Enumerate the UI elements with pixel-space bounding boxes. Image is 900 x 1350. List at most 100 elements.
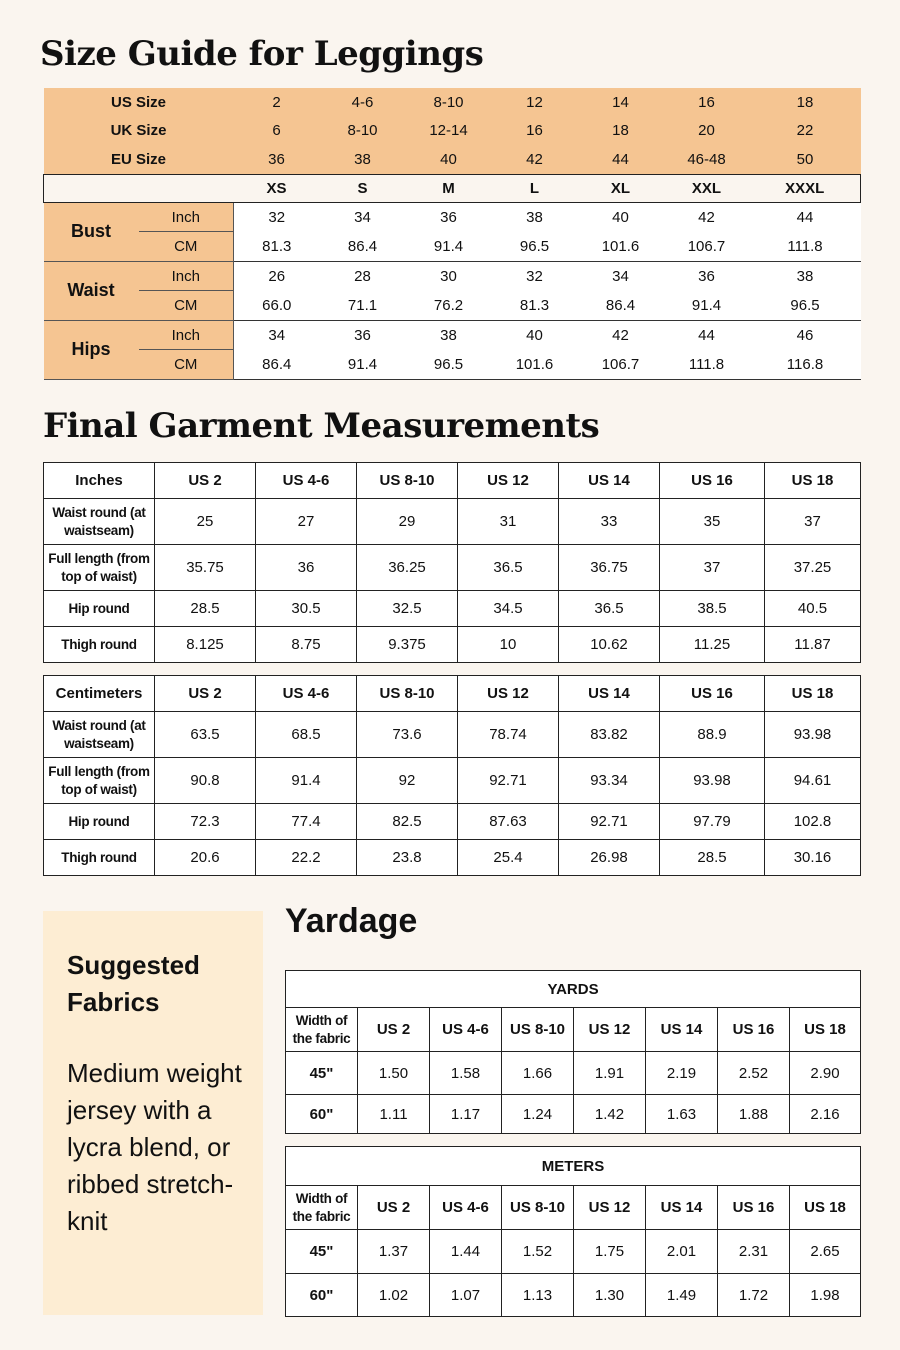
cell-value: 28.5 bbox=[659, 839, 765, 876]
column-header: US 2 bbox=[154, 462, 256, 499]
measurement-value: 38 bbox=[405, 320, 492, 350]
column-header: US 12 bbox=[457, 675, 559, 712]
cell-value: 9.375 bbox=[356, 626, 458, 663]
cell-value: 36.5 bbox=[457, 544, 559, 591]
table-row: Hip round 72.3 77.4 82.5 87.63 92.71 97.79 102.… bbox=[43, 803, 861, 840]
measurement-value: 76.2 bbox=[405, 290, 492, 321]
table-row: Full length (from top of waist) 35.75 36 36… bbox=[43, 544, 861, 591]
cell-value: 73.6 bbox=[356, 711, 458, 758]
size-value: 22 bbox=[749, 116, 861, 146]
letter-size: M bbox=[405, 173, 492, 203]
cell-value: 34.5 bbox=[457, 590, 559, 627]
size-value: 16 bbox=[491, 116, 578, 146]
measurement-value: 91.4 bbox=[319, 349, 406, 380]
column-header: US 8-10 bbox=[356, 462, 458, 499]
cell-value: 94.61 bbox=[764, 757, 861, 804]
header-row: Inches US 2 US 4-6 US 8-10 US 12 US 14 US 16 US… bbox=[43, 462, 861, 499]
yardage-yards-table: YARDS Width of the fabric US 2 US 4-6 US 8-1… bbox=[284, 970, 862, 1134]
measurement-value: 86.4 bbox=[577, 290, 664, 321]
cell-value: 83.82 bbox=[558, 711, 660, 758]
size-value: 8-10 bbox=[405, 88, 492, 117]
cell-value: 25.4 bbox=[457, 839, 559, 876]
fabric-width: 60" bbox=[285, 1094, 358, 1134]
size-value: 18 bbox=[577, 116, 664, 146]
unit-label: CM bbox=[138, 349, 234, 380]
unit-label: Inch bbox=[138, 202, 234, 233]
cell-value: 37 bbox=[659, 544, 765, 591]
size-value: 20 bbox=[663, 116, 750, 146]
cell-value: 36.5 bbox=[558, 590, 660, 627]
cell-value: 35.75 bbox=[154, 544, 256, 591]
measurement-value: 96.5 bbox=[491, 231, 578, 262]
cell-value: 11.87 bbox=[764, 626, 861, 663]
table-row: Waist round (at waistseam) 25 27 29 31 33 35 37 bbox=[43, 498, 861, 545]
measurement-row: CM 86.4 91.4 96.5 101.6 106.7 111.8 116.8 bbox=[44, 349, 861, 380]
cell-value: 1.52 bbox=[501, 1229, 574, 1274]
suggested-fabrics-text: Medium weight jersey with a lycra blend,… bbox=[67, 1058, 242, 1236]
cell-value: 1.42 bbox=[573, 1094, 646, 1134]
garment-centimeters-table: Centimeters US 2 US 4-6 US 8-10 US 12 US 14 US… bbox=[43, 675, 861, 876]
letter-size: S bbox=[319, 173, 406, 203]
table-row: Hip round 28.5 30.5 32.5 34.5 36.5 38.5 40.5 bbox=[43, 590, 861, 627]
unit-title: YARDS bbox=[284, 970, 862, 1008]
empty-cell bbox=[43, 173, 234, 203]
cell-value: 37.25 bbox=[764, 544, 861, 591]
size-value: 44 bbox=[577, 145, 664, 175]
cell-value: 28.5 bbox=[154, 590, 256, 627]
row-label: Full length (from top of waist) bbox=[43, 757, 155, 804]
measurement-value: 106.7 bbox=[577, 349, 664, 380]
measurement-value: 34 bbox=[577, 261, 664, 291]
column-header: US 8-10 bbox=[501, 1007, 574, 1052]
size-value: 38 bbox=[319, 145, 406, 175]
column-header: US 4-6 bbox=[429, 1185, 502, 1230]
cell-value: 1.30 bbox=[573, 1273, 646, 1317]
measurement-value: 28 bbox=[319, 261, 406, 291]
cell-value: 1.63 bbox=[645, 1094, 718, 1134]
cell-value: 90.8 bbox=[154, 757, 256, 804]
size-system-label: EU Size bbox=[43, 145, 234, 175]
column-header: US 16 bbox=[659, 675, 765, 712]
cell-value: 82.5 bbox=[356, 803, 458, 840]
cell-value: 8.75 bbox=[255, 626, 357, 663]
letter-size: XL bbox=[577, 173, 664, 203]
measurement-row: CM 81.3 86.4 91.4 96.5 101.6 106.7 111.8 bbox=[44, 231, 861, 262]
suggested-fabrics-heading: Suggested Fabrics bbox=[67, 950, 200, 1017]
table-row: Thigh round 20.6 22.2 23.8 25.4 26.98 28.5 30.1… bbox=[43, 839, 861, 876]
width-header: Width of the fabric bbox=[285, 1007, 358, 1052]
size-system-label: UK Size bbox=[43, 116, 234, 146]
letter-size: XXL bbox=[663, 173, 750, 203]
measurement-value: 81.3 bbox=[491, 290, 578, 321]
cell-value: 1.88 bbox=[717, 1094, 790, 1134]
cell-value: 77.4 bbox=[255, 803, 357, 840]
fabric-width: 60" bbox=[285, 1273, 358, 1317]
cell-value: 36 bbox=[255, 544, 357, 591]
cell-value: 30.16 bbox=[764, 839, 861, 876]
measurement-value: 36 bbox=[663, 261, 750, 291]
cell-value: 33 bbox=[558, 498, 660, 545]
measurement-value: 44 bbox=[749, 202, 861, 232]
garment-inches-table: Inches US 2 US 4-6 US 8-10 US 12 US 14 US 16 US… bbox=[43, 462, 861, 663]
measurement-value: 42 bbox=[577, 320, 664, 350]
size-value: 42 bbox=[491, 145, 578, 175]
row-label: Full length (from top of waist) bbox=[43, 544, 155, 591]
measurement-value: 38 bbox=[491, 202, 578, 232]
letter-size: XS bbox=[233, 173, 320, 203]
cell-value: 68.5 bbox=[255, 711, 357, 758]
cell-value: 29 bbox=[356, 498, 458, 545]
cell-value: 38.5 bbox=[659, 590, 765, 627]
fabric-width: 45" bbox=[285, 1229, 358, 1274]
measurement-value: 46 bbox=[749, 320, 861, 350]
cell-value: 1.44 bbox=[429, 1229, 502, 1274]
cell-value: 1.13 bbox=[501, 1273, 574, 1317]
cell-value: 2.65 bbox=[788, 1229, 862, 1274]
cell-value: 87.63 bbox=[457, 803, 559, 840]
table-row: 45" 1.37 1.44 1.52 1.75 2.01 2.31 2.65 bbox=[285, 1229, 862, 1274]
size-value: 40 bbox=[405, 145, 492, 175]
row-label: Waist round (at waistseam) bbox=[43, 498, 155, 545]
column-header: US 14 bbox=[558, 462, 660, 499]
row-label: Thigh round bbox=[43, 626, 155, 663]
cell-value: 32.5 bbox=[356, 590, 458, 627]
size-value: 36 bbox=[233, 145, 320, 175]
measurement-value: 116.8 bbox=[749, 349, 861, 380]
size-guide-table: US Size 2 4-6 8-10 12 14 16 18 UK Size 6 8-10 12-14… bbox=[43, 88, 861, 380]
